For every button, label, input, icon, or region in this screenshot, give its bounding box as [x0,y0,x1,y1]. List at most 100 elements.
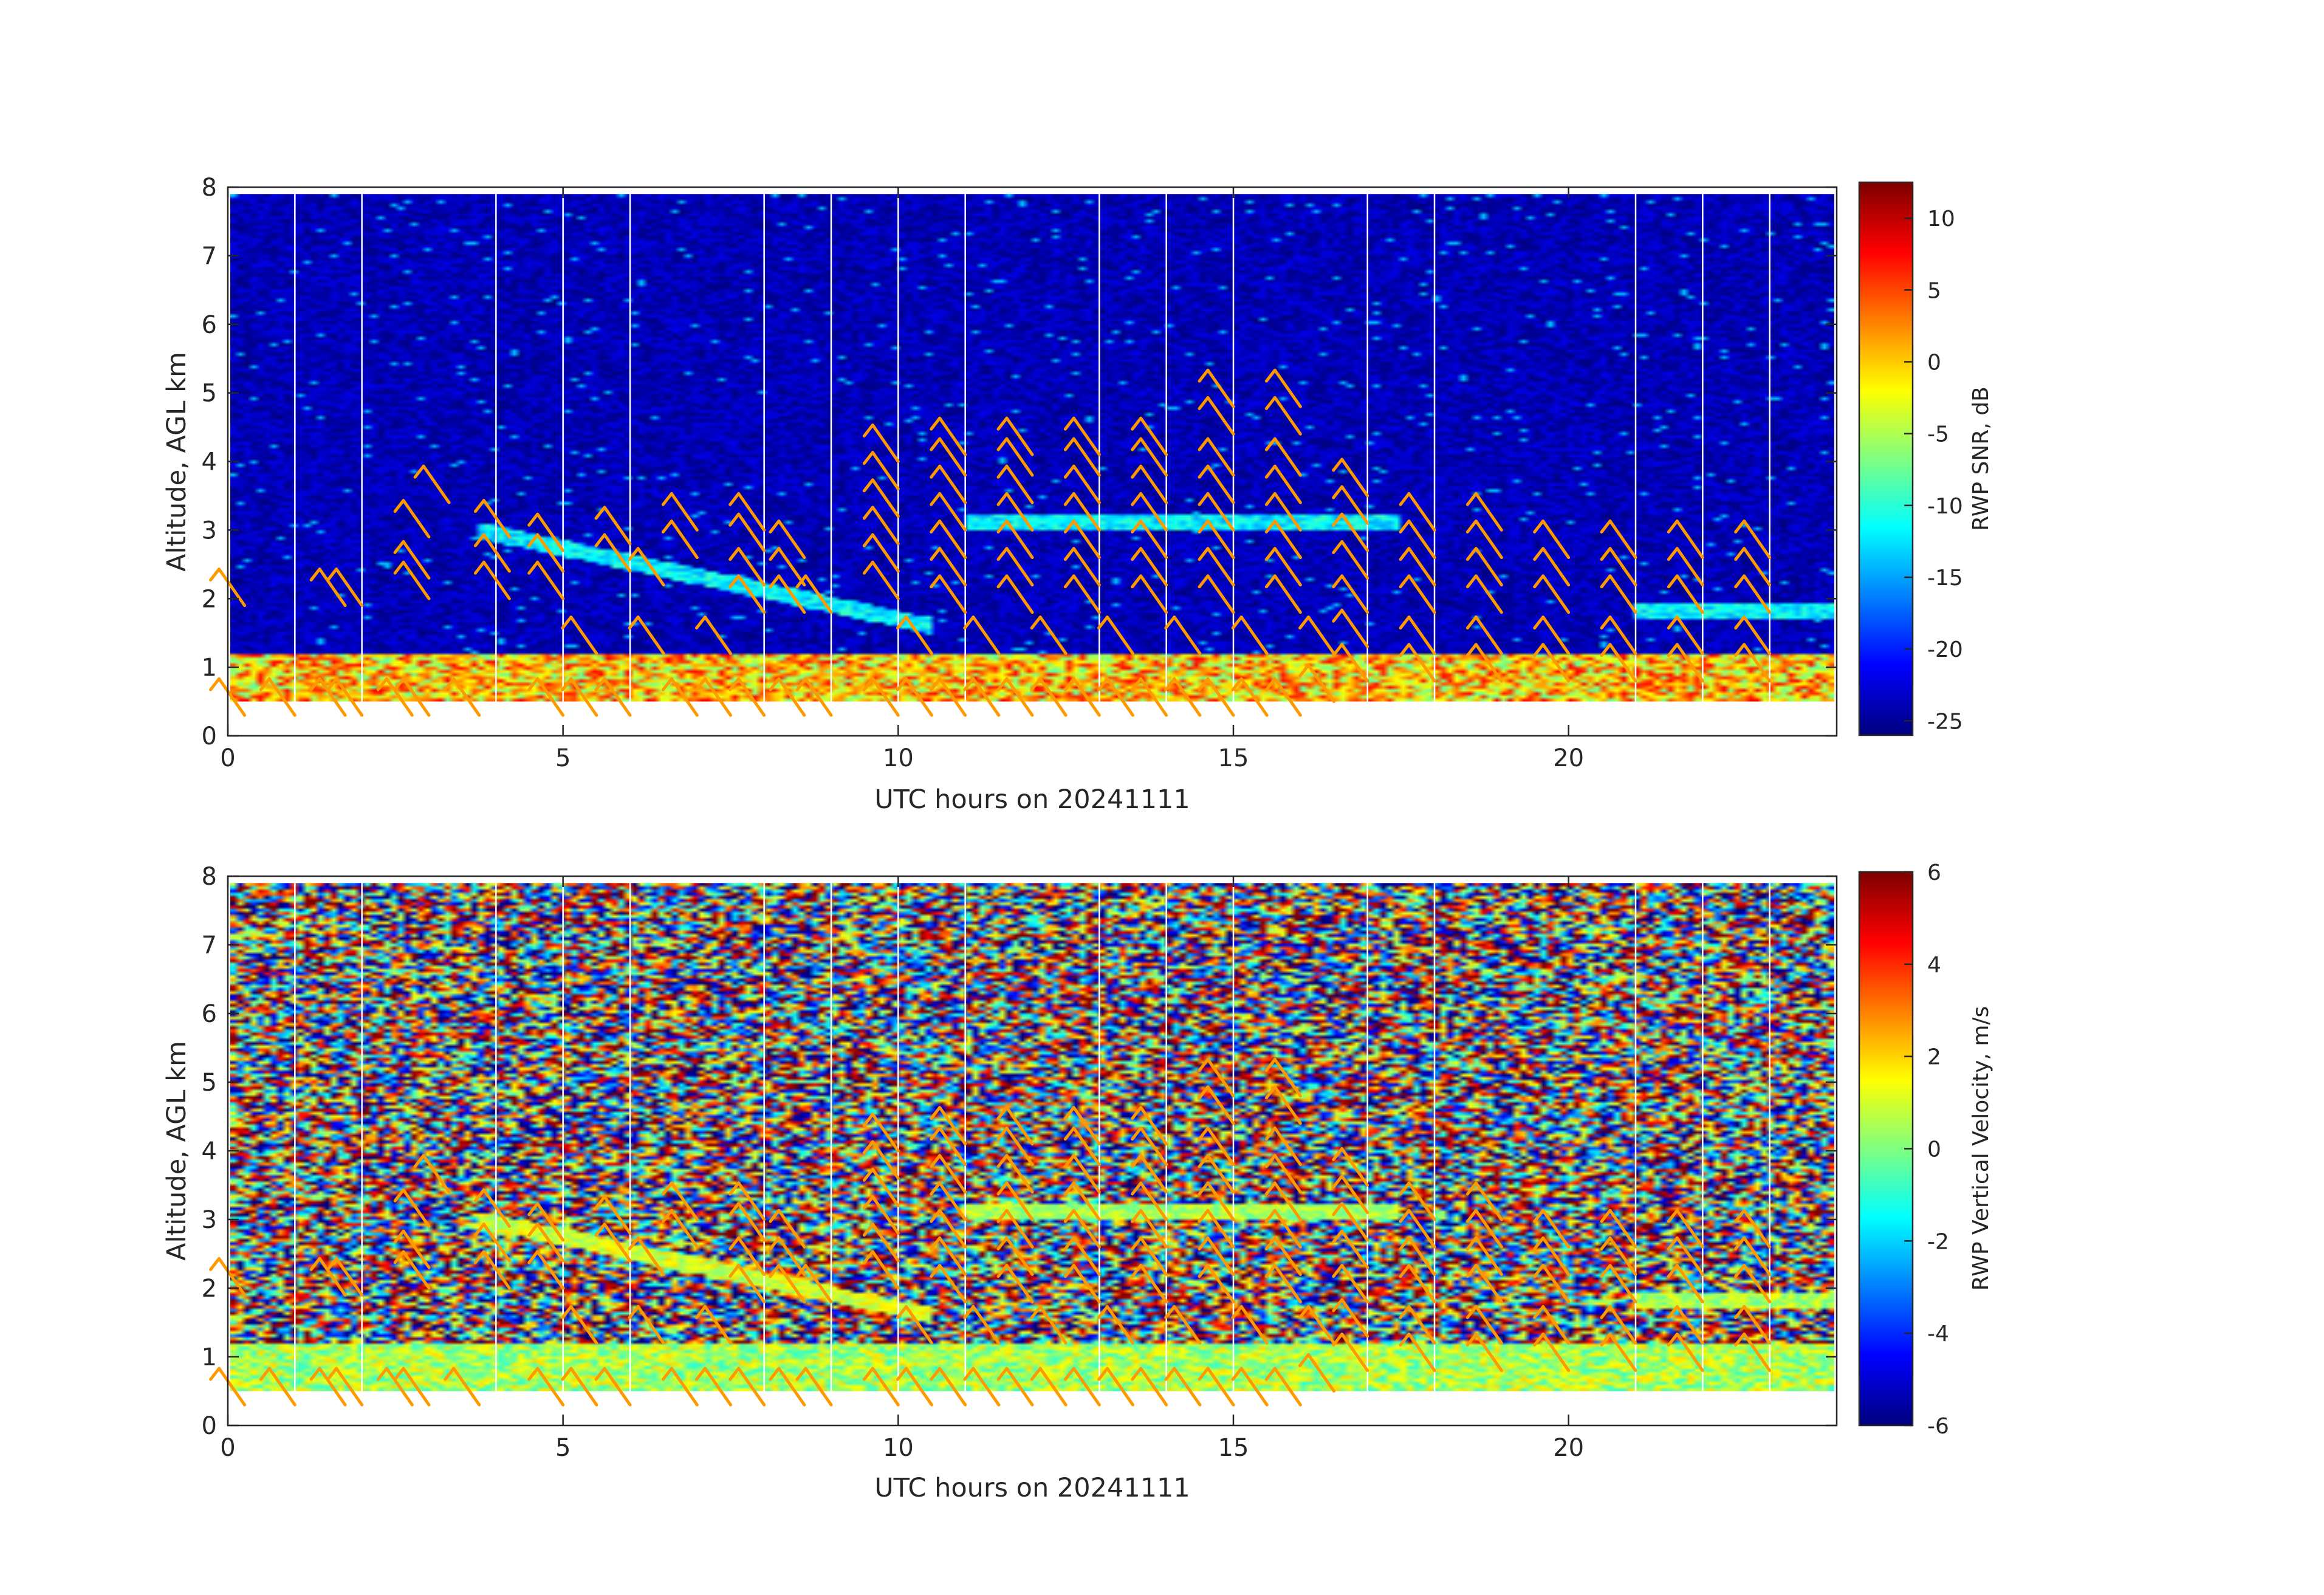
wind-barb-staff [1541,1264,1571,1304]
wind-barb-flag [1131,547,1143,561]
wind-barb-flag [1198,1236,1210,1250]
wind-barb-flag [1399,547,1411,561]
wind-barb-flag [1332,458,1344,472]
wind-barb-flag [1264,574,1277,589]
wind-barb-flag [1164,1305,1176,1319]
wind-barb-staff [1273,492,1302,532]
wind-barb-flag [795,677,807,691]
wind-barb-flag [996,437,1009,451]
colorbar-tick-label: -15 [1927,566,1963,591]
velocity-x-ticks: 0 5 10 15 20 [220,876,1584,1462]
wind-barb-flag [1399,1264,1411,1278]
wind-barb-flag [930,547,942,561]
wind-barb-flag [1198,520,1210,534]
wind-barb-staff [569,616,598,656]
wind-barb-flag [1131,1154,1143,1168]
wind-barb-flag [930,464,942,479]
wind-barb-flag [1063,677,1075,691]
wind-barb-flag [728,1181,741,1196]
wind-barb-staff [1139,1264,1168,1304]
wind-barb-flag [1533,1264,1545,1278]
wind-barb-flag [930,1236,942,1250]
velocity-colorbar [1859,872,1913,1425]
velocity-x-axis-label: UTC hours on 20241111 [874,1473,1190,1503]
snr-colorbar-box [1858,181,1914,736]
x-tick-label: 15 [1218,744,1249,772]
wind-barb-flag [527,1250,540,1264]
wind-barb-staff [1608,520,1637,560]
wind-barb-flag [1264,1127,1277,1141]
wind-barb-staff [1038,1305,1068,1345]
wind-barb-flag [695,1367,707,1381]
wind-barb-staff [1139,492,1168,532]
wind-barb-staff [1407,643,1436,683]
x-tick-label: 15 [1218,1434,1249,1462]
y-tick-label: 0 [202,1412,217,1440]
wind-barb-flag [1600,616,1612,630]
wind-barb-flag [1332,1202,1344,1216]
wind-barb-flag [309,677,321,691]
colorbar-tick-label: -25 [1927,709,1963,734]
wind-barb-flag [1131,574,1143,589]
wind-barb-flag [1164,1367,1176,1381]
y-tick-label: 5 [202,1069,217,1097]
wind-barb-staff [1675,547,1704,587]
wind-barb-flag [1533,1305,1545,1319]
wind-barb-staff [1072,1264,1101,1304]
wind-barb-staff [804,574,833,614]
wind-barb-staff [1474,520,1503,560]
colorbar-tick-label: 0 [1927,350,1941,375]
wind-barb-staff [335,1257,364,1297]
wind-barb-staff [1072,1367,1101,1407]
wind-barb-flag [473,560,485,575]
wind-barb-flag [728,1236,741,1250]
wind-barb-flag [930,1181,942,1196]
wind-barb-staff [1273,1209,1302,1249]
wind-barb-flag [561,1367,573,1381]
wind-barb-staff [1273,1127,1302,1167]
wind-barb-staff [1139,1181,1168,1221]
wind-barb-flag [1298,664,1310,678]
wind-barb-flag [1533,547,1545,561]
wind-barb-staff [938,574,967,614]
wind-barb-staff [1072,520,1101,560]
colorbar-tick-label: 0 [1927,1137,1941,1162]
wind-barb-flag [930,1367,942,1381]
wind-barb-flag [473,499,485,513]
wind-barb-flag [661,492,673,506]
wind-barb-flag [963,1305,975,1319]
wind-barb-staff [1474,1236,1503,1276]
wind-barb-staff [1608,1264,1637,1304]
wind-barb-flag [1600,547,1612,561]
wind-barb-staff [1407,1305,1436,1345]
wind-barb-staff [1307,1353,1335,1393]
wind-barb-flag [1030,1305,1042,1319]
wind-barb-flag [1734,1209,1746,1223]
wind-barb-flag [1600,643,1612,657]
wind-barb-flag [930,677,942,691]
wind-barb-staff [1072,547,1101,587]
wind-barb-flag [1298,1353,1310,1367]
wind-barb-flag [1465,616,1478,630]
wind-barb-flag [1264,1236,1277,1250]
wind-barb-flag [769,1236,781,1250]
wind-barb-flag [1332,574,1344,589]
wind-barb-flag [996,1209,1009,1223]
wind-barb-flag [1198,1264,1210,1278]
wind-barb-flag [1097,616,1109,630]
wind-barb-staff [1340,574,1369,614]
wind-barb-flag [930,574,942,589]
wind-barb-staff [1139,1106,1168,1146]
wind-barb-staff [871,560,900,600]
wind-barb-staff [871,424,900,463]
y-tick-label: 6 [202,311,217,339]
wind-barb-flag [862,1223,874,1237]
wind-barb-flag [862,1367,874,1381]
wind-barb-staff [737,1367,766,1407]
wind-barb-flag [1131,1236,1143,1250]
wind-barb-staff [1340,1175,1369,1215]
wind-barb-staff [1307,664,1335,704]
wind-barb-staff [536,1250,565,1290]
wind-barb-staff [1106,677,1134,717]
wind-barb-flag [1198,1367,1210,1381]
